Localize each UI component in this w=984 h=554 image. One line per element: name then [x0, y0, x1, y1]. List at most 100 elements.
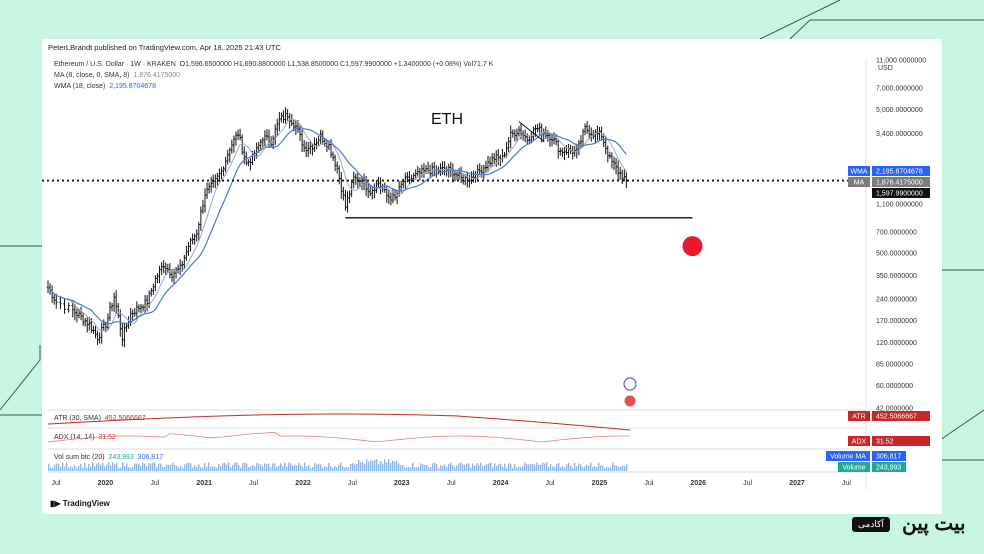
volume-bar [232, 465, 234, 471]
volume-bar [210, 467, 212, 471]
legend-row-wma[interactable]: WMA (18, close) 2,195.8704678 [54, 83, 156, 90]
x-tick-label: Jul [348, 480, 357, 487]
volume-bar [522, 466, 524, 471]
volume-bar [172, 462, 174, 471]
flag-icon [623, 394, 637, 408]
volume-bar [336, 467, 338, 471]
volume-bar [236, 462, 238, 471]
x-tick-label: Jul [249, 480, 258, 487]
volume-bar [380, 461, 382, 471]
volume-bar [384, 459, 386, 471]
legend-row-adx[interactable]: ADX (14, 14) 31.52 [54, 434, 116, 441]
volume-bar [84, 462, 86, 471]
volume-bar [116, 462, 118, 471]
atr-tag-label: ATR [852, 414, 865, 421]
x-tick-label: 2024 [493, 480, 509, 487]
y-tick-label: 120.0000000 [876, 340, 917, 347]
volume-bar [90, 466, 92, 471]
legend-row-atr[interactable]: ATR (30, SMA) 452.5066667 [54, 415, 146, 422]
volume-label-box [838, 462, 870, 472]
atr-value: 452.5066667 [104, 415, 146, 422]
wma-price-tag-value-box [872, 166, 930, 176]
volume-bars [48, 459, 628, 471]
volume-bar [110, 465, 112, 471]
volume-bar [370, 460, 372, 471]
volume-bar [540, 464, 542, 471]
volume-bar [442, 465, 444, 471]
volume-bar [112, 462, 114, 471]
volume-bar [574, 463, 576, 471]
x-tick-label: 2022 [295, 480, 311, 487]
volume-bar [156, 467, 158, 471]
volume-bar [552, 466, 554, 471]
volume-bar [62, 462, 64, 471]
tradingview-logo[interactable]: ▮▶ TradingView [50, 499, 110, 508]
volume-bar [460, 462, 462, 471]
volume-bar [320, 464, 322, 471]
volume-bar [148, 463, 150, 471]
volume-bar [536, 462, 538, 471]
volume-bar [212, 466, 214, 471]
volume-bar [524, 462, 526, 471]
y-tick-label: 5,000.0000000 [876, 107, 923, 114]
annotation-red-dot [682, 236, 703, 257]
legend-row-volume[interactable]: Vol sum btc (20) 243,993 306,817 [54, 454, 163, 461]
volume-bar [478, 464, 480, 471]
volume-bar [342, 466, 344, 471]
volume-bar [508, 463, 510, 471]
volume-bar [538, 464, 540, 471]
volume-value: 243,993 [108, 454, 134, 461]
volume-bar [182, 467, 184, 471]
legend-ma-value: 1,876.4175000 [133, 72, 181, 79]
volume-bar [614, 464, 616, 471]
volume-ma-value-box [872, 451, 906, 461]
volume-bar [360, 461, 362, 471]
volume-bar [184, 464, 186, 471]
volume-bar [596, 467, 598, 471]
volume-bar [400, 465, 402, 471]
volume-bar [464, 465, 466, 471]
x-tick-label: Jul [743, 480, 752, 487]
volume-bar [70, 466, 72, 471]
atr-label: ATR (30, SMA) [54, 415, 101, 422]
volume-bar [340, 462, 342, 471]
volume-bar [98, 462, 100, 471]
volume-bar [326, 466, 328, 471]
y-tick-label: 3,400.0000000 [876, 131, 923, 138]
volume-ma-value-tag: 306,817 [876, 454, 901, 461]
volume-bar [526, 464, 528, 471]
volume-bar [544, 463, 546, 471]
volume-bar [106, 464, 108, 471]
volume-bar [566, 464, 568, 471]
volume-bar [580, 464, 582, 471]
volume-bar [64, 466, 66, 471]
ma-price-tag-label-box [848, 177, 870, 187]
legend-row-ma[interactable]: MA (8, close, 0, SMA, 8) 1,876.4175000 [54, 72, 180, 79]
volume-bar [546, 462, 548, 471]
wma-price-tag-label: WMA [850, 169, 867, 176]
volume-bar [444, 464, 446, 471]
volume-bar [358, 459, 360, 471]
volume-bar [136, 463, 138, 471]
volume-bar [82, 467, 84, 471]
volume-bar [594, 466, 596, 471]
volume-bar [618, 466, 620, 471]
volume-bar [118, 467, 120, 471]
volume-bar [472, 463, 474, 471]
volume-bar [50, 467, 52, 471]
volume-bar [364, 463, 366, 471]
volume-bar [604, 467, 606, 471]
atr-tag-value: 452.5066667 [876, 414, 917, 421]
volume-bar [66, 462, 68, 471]
volume-bar [346, 467, 348, 471]
volume-bar [600, 465, 602, 471]
volume-bar [124, 466, 126, 471]
volume-bar [418, 466, 420, 471]
volume-bar [292, 465, 294, 471]
ma-price-tag-value-box [872, 177, 930, 187]
volume-bar [192, 467, 194, 471]
volume-bar [170, 464, 172, 471]
volume-bar [48, 464, 50, 471]
volume-bar [56, 463, 58, 471]
